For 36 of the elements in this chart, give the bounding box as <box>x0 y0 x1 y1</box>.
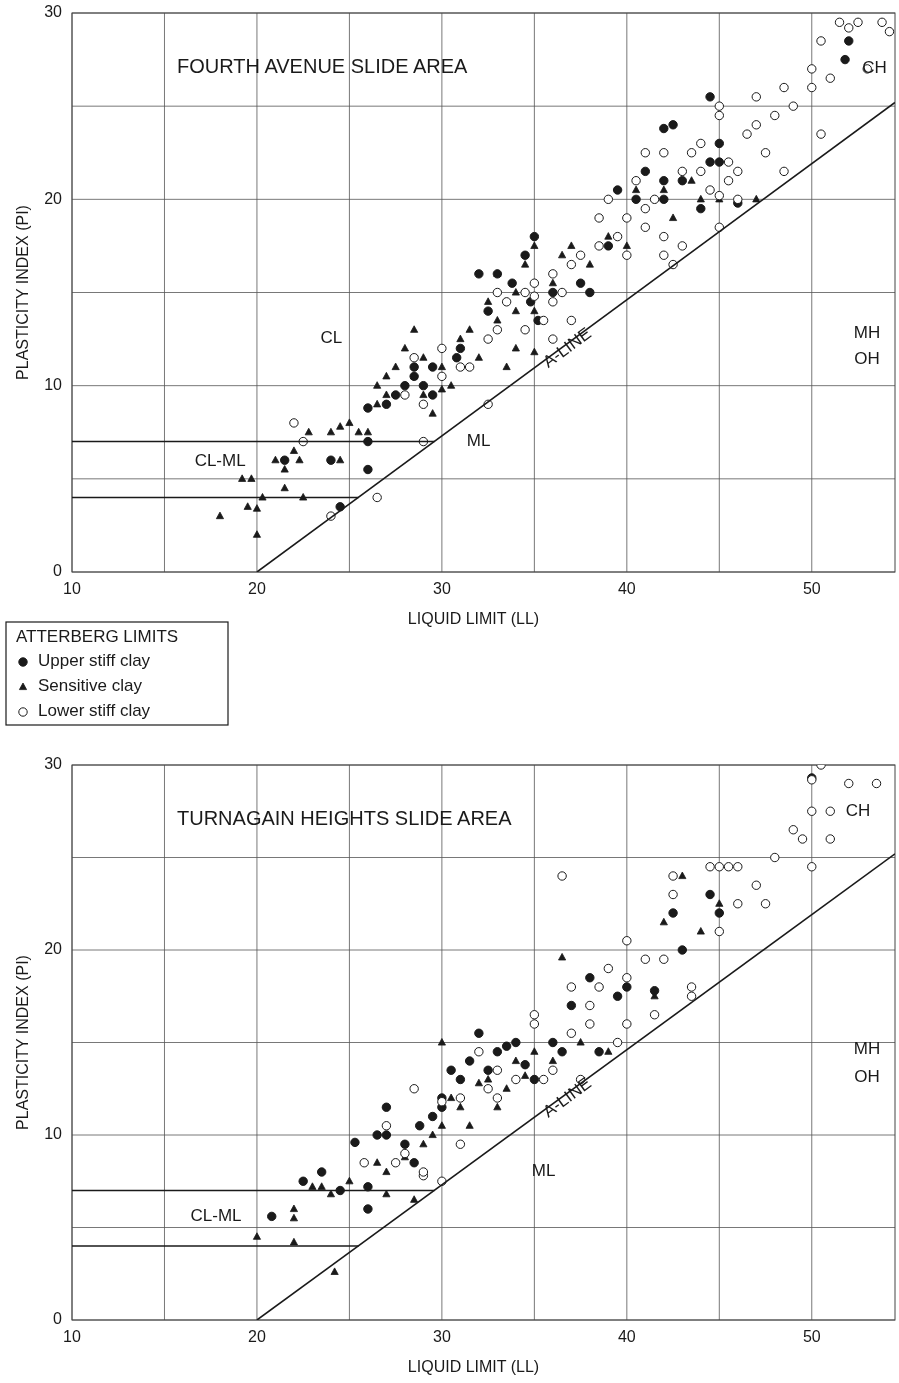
y-tick-label: 30 <box>44 755 63 773</box>
x-axis-title: LIQUID LIMIT (LL) <box>407 1358 540 1375</box>
legend-title: ATTERBERG LIMITS <box>16 627 179 646</box>
x-tick-label: 20 <box>248 580 266 597</box>
y-tick-label: 10 <box>44 1125 63 1143</box>
legend-label: Upper stiff clay <box>38 651 151 671</box>
annotation: CL-ML <box>194 451 246 471</box>
annotation: CH <box>845 800 871 820</box>
y-tick-label: 10 <box>44 375 63 393</box>
text: FOURTH AVENUE SLIDE AREA <box>177 55 469 77</box>
y-tick-label: 20 <box>44 940 63 958</box>
x-tick-label: 40 <box>617 580 636 597</box>
text: TURNAGAIN HEIGHTS SLIDE AREA <box>177 807 513 829</box>
annotation: MH <box>853 1039 881 1059</box>
annotation: OH <box>854 1066 880 1086</box>
x-tick-label: 50 <box>802 580 821 597</box>
y-axis-title: PLASTICITY INDEX (PI) <box>14 205 31 380</box>
annotation: CL <box>320 328 343 348</box>
x-tick-label: 40 <box>617 1328 636 1345</box>
x-tick-label: 30 <box>432 1328 451 1345</box>
annotation: MH <box>853 322 881 342</box>
x-tick-label: 50 <box>802 1328 821 1345</box>
y-tick-label: 0 <box>53 562 63 580</box>
y-axis-title: PLASTICITY INDEX (PI) <box>14 955 31 1130</box>
x-axis-title: LIQUID LIMIT (LL) <box>407 610 540 627</box>
legend-label: Lower stiff clay <box>38 701 151 721</box>
x-tick-label: 20 <box>248 1328 266 1345</box>
y-tick-label: 20 <box>44 189 63 207</box>
annotation: CL-ML <box>190 1205 242 1225</box>
x-tick-label: 30 <box>432 580 451 597</box>
annotation: ML <box>466 431 491 451</box>
y-tick-label: 0 <box>53 1310 63 1328</box>
y-tick-label: 30 <box>44 3 63 21</box>
annotation: ML <box>531 1161 556 1181</box>
annotation: OH <box>854 349 880 369</box>
legend-label: Sensitive clay <box>38 676 143 696</box>
